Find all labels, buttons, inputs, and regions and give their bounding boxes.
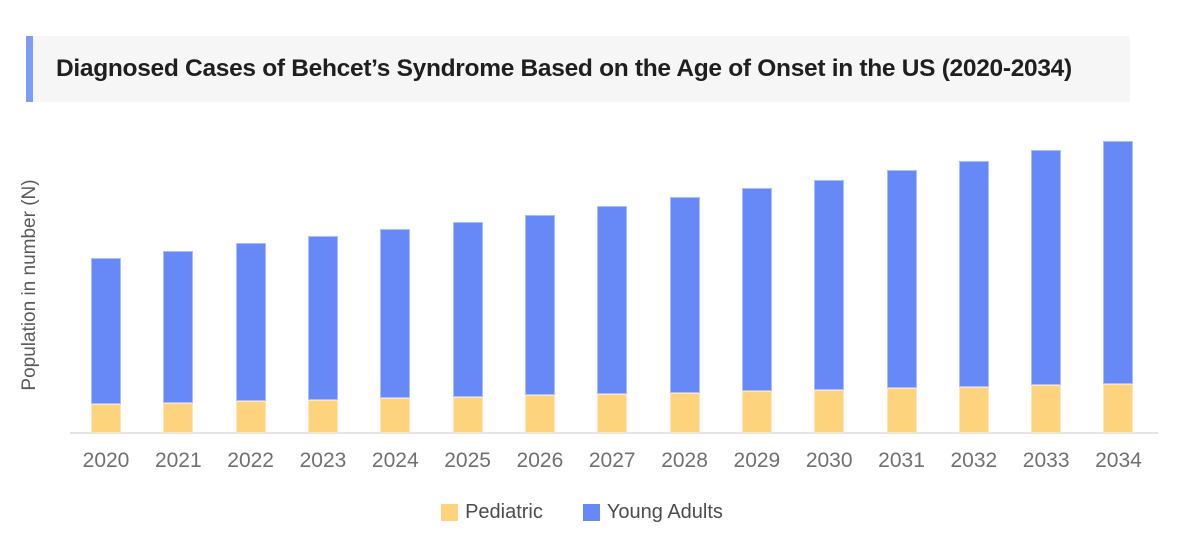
bar-segment-pediatric — [597, 394, 628, 433]
bar-segment-pediatric — [91, 404, 121, 433]
bar-segment-pediatric — [524, 395, 555, 433]
chart-title: Diagnosed Cases of Behcet’s Syndrome Bas… — [56, 55, 1072, 82]
x-tick-label-2021: 2021 — [154, 449, 202, 472]
bar-2026 — [524, 214, 555, 433]
bar-segment-pediatric — [958, 386, 989, 433]
title-box: Diagnosed Cases of Behcet’s Syndrome Bas… — [33, 36, 1130, 102]
bar-segment-young-adults — [1031, 150, 1062, 385]
bar-2023 — [307, 236, 338, 433]
bar-segment-young-adults — [235, 243, 266, 401]
bar-segment-pediatric — [307, 399, 338, 433]
bar-segment-young-adults — [814, 179, 845, 390]
bar-segment-young-adults — [886, 170, 917, 388]
bar-segment-young-adults — [524, 214, 555, 395]
x-axis-line — [70, 432, 1158, 434]
bar-segment-pediatric — [163, 402, 194, 433]
bar-segment-pediatric — [380, 398, 411, 433]
bar-2022 — [235, 243, 266, 433]
bar-2021 — [163, 250, 194, 433]
x-tick-label-2020: 2020 — [82, 449, 130, 472]
young-adults-swatch-icon — [582, 504, 600, 521]
x-tick-label-2024: 2024 — [371, 449, 419, 472]
x-tick-label-2031: 2031 — [878, 449, 925, 472]
bar-segment-pediatric — [1031, 385, 1062, 433]
x-tick-label-2022: 2022 — [227, 449, 274, 472]
bar-segment-young-adults — [91, 257, 121, 404]
bar-2033 — [1031, 150, 1062, 433]
y-axis-label: Population in number (N) — [19, 179, 40, 391]
legend-label-young-adults: Young Adults — [606, 501, 723, 523]
pediatric-swatch-icon — [441, 504, 459, 521]
bar-2032 — [958, 160, 989, 433]
legend-label-pediatric: Pediatric — [465, 501, 543, 523]
title-accent-bar — [26, 36, 33, 102]
bar-segment-young-adults — [307, 236, 338, 400]
x-tick-label-2026: 2026 — [516, 449, 564, 472]
bar-segment-young-adults — [669, 197, 700, 393]
bar-segment-young-adults — [1103, 140, 1134, 384]
bar-segment-pediatric — [741, 391, 772, 433]
bar-2031 — [886, 170, 917, 433]
bar-segment-young-adults — [163, 250, 194, 403]
bar-segment-young-adults — [597, 205, 628, 394]
x-tick-label-2033: 2033 — [1022, 449, 1070, 472]
x-tick-label-2030: 2030 — [805, 449, 853, 472]
bar-2025 — [452, 221, 483, 433]
legend-item-pediatric: Pediatric — [441, 501, 543, 524]
bar-segment-young-adults — [741, 188, 772, 391]
x-tick-label-2032: 2032 — [950, 449, 998, 472]
bar-segment-pediatric — [886, 388, 917, 433]
bar-2024 — [380, 229, 411, 433]
bar-2030 — [814, 179, 845, 433]
x-tick-label-2023: 2023 — [299, 449, 347, 472]
bar-segment-pediatric — [814, 389, 845, 433]
bar-2034 — [1103, 140, 1134, 433]
bar-2020 — [91, 257, 121, 433]
bar-segment-young-adults — [958, 160, 989, 387]
bar-2027 — [597, 205, 628, 433]
x-tick-label-2027: 2027 — [588, 449, 636, 472]
bar-segment-pediatric — [669, 392, 700, 433]
bar-segment-pediatric — [1103, 383, 1134, 433]
bar-segment-pediatric — [235, 401, 266, 433]
bar-2029 — [741, 188, 772, 433]
x-axis: 2020 2021 2022 2023 2024 2025 2026 2027 2028 2029… — [70, 449, 1158, 477]
x-tick-label-2028: 2028 — [661, 449, 708, 472]
x-tick-label-2029: 2029 — [733, 449, 781, 472]
legend: Pediatric Young Adults — [0, 501, 1182, 524]
bar-segment-young-adults — [380, 229, 411, 398]
x-tick-label-2025: 2025 — [444, 449, 491, 472]
plot-area — [70, 130, 1158, 434]
legend-item-young-adults: Young Adults — [582, 501, 723, 524]
chart-title-block: Diagnosed Cases of Behcet’s Syndrome Bas… — [26, 36, 1130, 102]
bar-2028 — [669, 197, 700, 433]
bar-segment-young-adults — [452, 221, 483, 397]
bar-segment-pediatric — [452, 396, 483, 433]
x-tick-label-2034: 2034 — [1095, 449, 1142, 472]
